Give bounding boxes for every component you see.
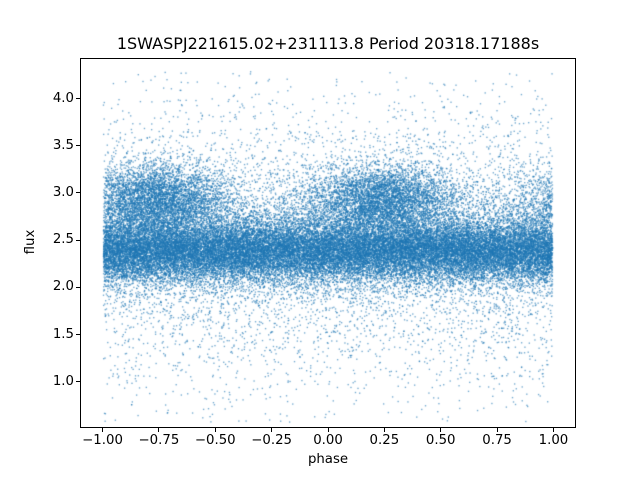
x-axis-label: phase	[307, 452, 349, 467]
y-tick-mark	[76, 98, 80, 100]
y-tick-label: 4.0	[52, 90, 74, 106]
x-tick-mark	[552, 428, 554, 432]
x-tick-label: 0.50	[425, 433, 456, 448]
x-tick-mark	[327, 428, 329, 432]
y-tick-mark	[76, 145, 80, 147]
y-tick-mark	[76, 334, 80, 336]
x-tick-label: −0.25	[251, 433, 292, 448]
y-tick-label: 3.0	[52, 184, 74, 200]
x-tick-mark	[496, 428, 498, 432]
plot-area	[80, 58, 576, 428]
x-tick-label: −0.50	[194, 433, 236, 448]
x-tick-label: 0.75	[482, 433, 512, 448]
x-tick-mark	[383, 428, 385, 432]
y-tick-label: 3.5	[52, 137, 74, 153]
y-tick-label: 1.5	[52, 326, 74, 342]
chart-title: 1SWASPJ221615.02+231113.8 Period 20318.1…	[116, 34, 540, 53]
scatter-points-canvas	[81, 59, 575, 427]
x-tick-mark	[158, 428, 160, 432]
y-tick-label: 2.0	[52, 279, 74, 295]
y-tick-mark	[76, 286, 80, 288]
x-tick-label: 1.00	[538, 433, 569, 448]
x-tick-mark	[440, 428, 442, 432]
y-tick-mark	[76, 239, 80, 241]
x-tick-label: −0.75	[138, 433, 180, 448]
y-axis-label: flux	[23, 229, 38, 255]
y-tick-label: 1.0	[52, 373, 74, 389]
y-tick-mark	[76, 381, 80, 383]
x-tick-label: 0.00	[313, 433, 343, 448]
x-tick-label: 0.25	[369, 433, 400, 448]
x-tick-mark	[102, 428, 104, 432]
x-tick-mark	[271, 428, 273, 432]
y-tick-label: 2.5	[52, 232, 74, 248]
y-tick-mark	[76, 192, 80, 194]
x-tick-label: −1.00	[82, 433, 123, 448]
x-tick-mark	[214, 428, 216, 432]
